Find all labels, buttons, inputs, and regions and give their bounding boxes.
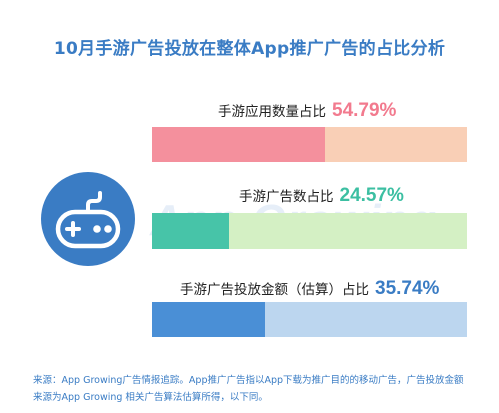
value-label: 54.79% <box>332 100 397 121</box>
metric-label-ad-spend: 手游广告投放金额（估算）占比 35.74% <box>180 278 439 300</box>
category-label: 手游广告投放金额（估算）占比 <box>180 282 369 298</box>
bar-ad-count <box>152 213 467 249</box>
bar-remainder <box>229 213 467 249</box>
category-label: 手游广告数占比 <box>239 189 334 205</box>
source-footnote: 来源：App Growing广告情报追踪。App推广广告指以App下载为推广目的… <box>33 372 473 406</box>
category-label: 手游应用数量占比 <box>218 104 326 120</box>
bar-fill <box>152 127 325 162</box>
value-label: 24.57% <box>339 185 404 206</box>
metric-label-ad-count: 手游广告数占比 24.57% <box>239 185 404 207</box>
value-label: 35.74% <box>375 278 440 299</box>
bar-fill <box>152 302 265 337</box>
bar-app-count <box>152 127 467 162</box>
footnote-line-1: 来源：App Growing广告情报追踪。App推广广告指以App下载为推广目的… <box>33 375 464 386</box>
metric-label-app-count: 手游应用数量占比 54.79% <box>218 100 396 122</box>
footnote-line-2: 来源为App Growing 相关广告算法估算所得，以下同。 <box>33 392 268 403</box>
gamepad-icon <box>41 172 135 266</box>
bar-remainder <box>264 302 467 337</box>
chart-title: 10月手游广告投放在整体App推广广告的占比分析 <box>53 39 446 59</box>
bar-ad-spend <box>152 302 467 337</box>
bar-remainder <box>324 127 467 162</box>
bar-fill <box>152 213 230 249</box>
